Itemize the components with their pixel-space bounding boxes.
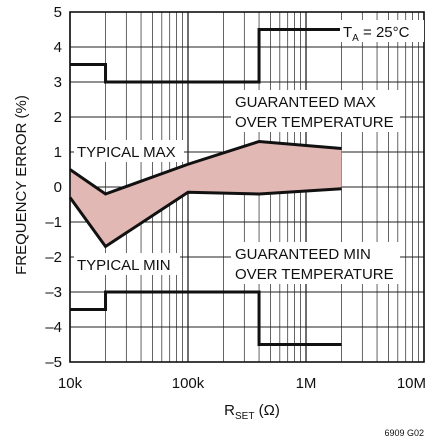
guaranteed-min-line <box>70 290 342 346</box>
y-tick-label: –5 <box>45 354 62 371</box>
typical-max-line <box>69 139 342 196</box>
x-axis-title: RSET (Ω) <box>224 402 280 422</box>
x-tick-label: 10M <box>397 375 426 392</box>
y-axis-title: FREQUENCY ERROR (%) <box>13 95 30 275</box>
condition-label-bg <box>340 20 424 42</box>
y-tick-label: 3 <box>54 74 62 91</box>
y-tick-label: –2 <box>45 249 62 266</box>
guaranteed-max-label-bg <box>231 90 400 132</box>
condition-label-rest: = 25°C <box>359 24 410 41</box>
y-tick-label: 0 <box>54 179 62 196</box>
y-tick-label: –3 <box>45 284 62 301</box>
x-axis-title-main: R <box>224 402 235 419</box>
series-group <box>68 28 342 346</box>
guaranteed-min-label-line2: OVER TEMPERATURE <box>235 266 394 283</box>
x-tick-label: 10k <box>58 375 83 392</box>
y-tick-label: –1 <box>45 214 62 231</box>
y-tick-label: 1 <box>54 144 62 161</box>
guaranteed-max-line <box>70 28 342 84</box>
guaranteed-min-label-bg <box>231 242 400 284</box>
condition-label-main: T <box>343 24 352 41</box>
typical-max-label: TYPICAL MAX <box>77 144 176 161</box>
guaranteed-min-label-line1: GUARANTEED MIN <box>235 246 371 263</box>
condition-label: TA = 25°C <box>343 24 410 44</box>
typical-min-line <box>68 187 342 249</box>
x-tick-label: 100k <box>172 375 205 392</box>
x-tick-label: 1M <box>296 375 317 392</box>
typical-max-label-bg <box>74 140 184 162</box>
figure-id: 6909 G02 <box>384 428 424 438</box>
x-axis-title-unit: (Ω) <box>254 402 279 419</box>
tick-labels: 5 4 3 2 1 0 –1 –2 –3 –4 –5 10k 100k 1M 10M <box>45 4 426 392</box>
y-tick-label: 2 <box>54 109 62 126</box>
condition-label-sub: A <box>352 33 359 44</box>
plot-frame <box>69 11 425 363</box>
x-axis-title-sub: SET <box>235 411 254 422</box>
typical-min-label-bg <box>74 253 180 275</box>
guaranteed-max-label-line1: GUARANTEED MAX <box>235 94 376 111</box>
y-tick-label: 4 <box>54 39 62 56</box>
typical-min-label: TYPICAL MIN <box>77 257 171 274</box>
typical-range-band <box>70 141 342 247</box>
y-tick-label: –4 <box>45 319 62 336</box>
guaranteed-max-label-line2: OVER TEMPERATURE <box>235 114 394 131</box>
y-tick-label: 5 <box>54 4 62 21</box>
